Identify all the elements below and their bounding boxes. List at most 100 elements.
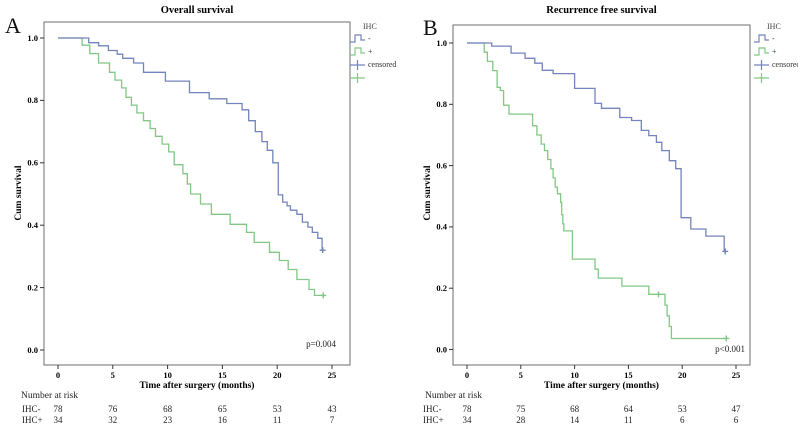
risk-row-ihc-negative: IHC- 78 76 68 65 53 43 [0,404,399,415]
overall-survival-plot: 0.0 0.2 0.4 0.6 0.8 1.0 0 5 10 15 20 25 [27,21,351,380]
x-tick-label: 5 [519,370,523,380]
legend-item-censored-negative: censored [753,58,798,71]
risk-row-ihc-negative: IHC- 78 75 68 64 53 47 [399,404,798,415]
y-tick-label: 0.0 [27,345,38,355]
panel-overall-survival: 0.0 0.2 0.4 0.6 0.8 1.0 0 5 10 15 20 25 A Overall s… [0,5,399,425]
risk-row-ihc-positive: IHC+ 34 28 14 11 6 6 [399,415,798,426]
legend-title: IHC [767,22,781,31]
x-tick-label: 20 [273,370,282,380]
risk-value: 78 [53,404,63,414]
censored-mark [320,292,327,299]
risk-row-label: IHC+ [22,415,43,425]
number-at-risk-header: Number at risk [425,391,482,401]
green-plus-censored-icon [754,73,769,83]
y-tick-label: 0.4 [27,220,38,230]
censored-mark [319,247,326,254]
risk-value: 75 [516,404,526,414]
x-tick-label: 15 [624,370,633,380]
green-plus-censored-icon [350,73,365,83]
legend-item-ihc-negative: - [753,32,798,45]
risk-row-label: IHC- [423,404,442,414]
x-tick-label: 25 [732,370,741,380]
x-tick-label: 10 [163,370,172,380]
blue-plus-censored-icon [350,60,365,70]
y-tick-label: 0.8 [27,95,38,105]
y-tick-label: 0.6 [27,158,38,168]
p-value: p<0.001 [715,344,745,354]
risk-value: 76 [108,404,118,414]
risk-value: 34 [53,415,63,425]
risk-value: 23 [163,415,173,425]
plot-border [43,21,351,366]
legend-item-label: censored [772,60,798,69]
risk-value: 53 [272,404,282,414]
y-tick-label: 1.0 [27,33,38,43]
risk-value: 65 [217,404,227,414]
panel-recurrence-free-survival: 0.0 0.2 0.4 0.6 0.8 1.0 0 5 10 15 20 25 B Recurrenc… [399,0,798,430]
legend: IHC - + censored [349,22,399,84]
survival-curve-ihc-negative [467,42,727,253]
panel-letter-a: A [5,13,21,38]
risk-value: 6 [733,415,739,425]
x-axis-label: Time after surgery (months) [544,381,659,391]
legend-item-ihc-negative: - [349,32,399,45]
risk-value: 64 [623,404,633,414]
y-tick-label: 0.4 [436,222,447,232]
risk-value: 16 [217,415,227,425]
legend-item-label: censored [368,60,397,69]
censored-mark [723,335,730,342]
risk-value: 28 [516,415,526,425]
survival-curve-ihc-negative [58,37,325,251]
survival-curve-ihc-positive [58,37,324,297]
legend-item-ihc-positive: + [753,45,798,58]
legend-title: IHC [363,22,377,31]
legend-item-ihc-positive: + [349,45,399,58]
risk-value: 43 [327,404,337,414]
green-step-line-icon [350,47,365,56]
risk-value: 78 [462,404,472,414]
x-tick-label: 5 [111,370,115,380]
risk-value: 68 [163,404,173,414]
recurrence-free-survival-plot: 0.0 0.2 0.4 0.6 0.8 1.0 0 5 10 15 20 25 [436,24,751,380]
risk-value: 14 [570,415,580,425]
risk-value: 47 [731,404,741,414]
x-tick-label: 10 [570,370,579,380]
x-axis-label: Time after surgery (months) [139,381,255,391]
risk-value: 53 [677,404,687,414]
legend-item-label: + [368,47,373,56]
risk-value: 7 [329,415,335,425]
y-tick-label: 0.8 [436,99,447,109]
censored-mark [722,248,729,255]
chart-title-overall-survival: Overall survival [160,5,234,16]
risk-value: 32 [108,415,118,425]
x-tick-label: 20 [678,370,687,380]
risk-row-label: IHC+ [423,415,444,425]
plot-border [452,24,751,366]
panel-letter-b: B [423,15,438,40]
risk-value: 11 [624,415,633,425]
risk-value: 6 [679,415,685,425]
legend: IHC - + censored [753,22,798,84]
x-tick-label: 0 [465,370,469,380]
risk-value: 11 [272,415,282,425]
x-tick-label: 15 [218,370,227,380]
y-tick-label: 1.0 [436,38,447,48]
legend-item-label: - [368,34,371,43]
blue-plus-censored-icon [754,60,769,70]
y-tick-label: 0.0 [436,344,447,354]
chart-title-recurrence-free-survival: Recurrence free survival [546,5,657,16]
blue-step-line-icon [754,34,769,43]
legend-item-censored-positive [349,71,399,84]
y-axis-label: Cum survival [14,165,24,221]
legend-item-censored-negative: censored [349,58,399,71]
x-tick-label: 25 [328,370,337,380]
x-tick-label: 0 [56,370,60,380]
y-tick-label: 0.2 [27,282,38,292]
y-tick-label: 0.2 [436,283,447,293]
p-value: p=0.004 [306,339,336,349]
legend-item-label: - [772,34,775,43]
number-at-risk-header: Number at risk [21,391,78,401]
risk-row-label: IHC- [22,404,41,414]
legend-item-censored-positive [753,71,798,84]
